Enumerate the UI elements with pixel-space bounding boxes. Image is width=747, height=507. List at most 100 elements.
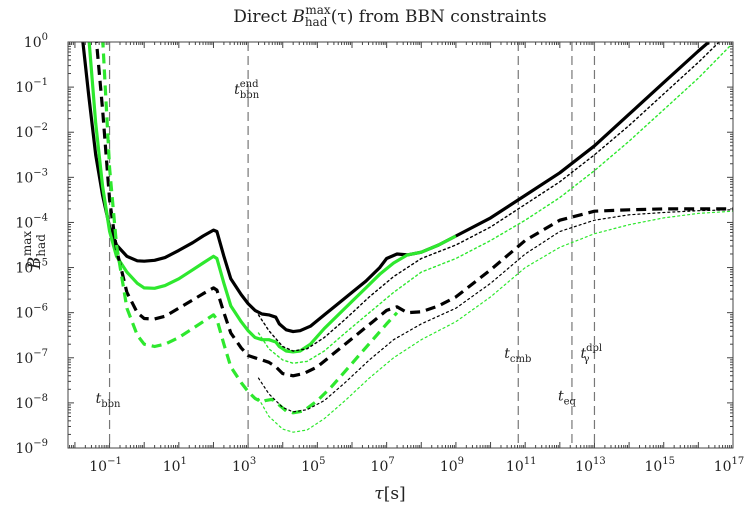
x-tick-label-exponent: 17 — [732, 456, 745, 467]
title-sub: had — [305, 15, 328, 29]
y-axis-label-sub: had — [34, 234, 48, 257]
y-tick-label-base: 10 — [15, 215, 33, 231]
vline-label-sub: eq — [564, 397, 577, 408]
x-tick-label-base: 10 — [301, 459, 319, 475]
y-tick-label: 10−3 — [15, 167, 48, 186]
x-tick-label: 107 — [371, 456, 395, 475]
y-tick-label-base: 10 — [15, 125, 33, 141]
vline-label-sup: dpl — [586, 343, 602, 354]
vline-label-sub: bbn — [101, 399, 121, 410]
y-tick-label: 10−2 — [15, 122, 48, 141]
vline-label-1: tend bbn — [234, 79, 260, 101]
y-tick-label-exponent: −4 — [33, 212, 48, 223]
x-tick-label-exponent: 7 — [388, 456, 394, 467]
y-tick-label: 10−4 — [15, 212, 48, 231]
y-tick-label-base: 10 — [24, 35, 42, 51]
y-tick-label-base: 10 — [15, 170, 33, 186]
x-tick-label-base: 10 — [506, 459, 524, 475]
y-tick-label-exponent: −5 — [33, 258, 48, 269]
x-tick-label: 1015 — [644, 456, 675, 475]
y-tick-label: 10−9 — [15, 438, 48, 457]
series-line-4 — [257, 42, 720, 352]
x-tick-label-exponent: 1 — [181, 456, 187, 467]
y-tick-label: 10−1 — [15, 77, 48, 96]
plot-area: 10−1 101 103 105 107 109 1011 1013 1015 101710010… — [15, 32, 744, 475]
vline-label-sub: cmb — [510, 354, 531, 365]
y-axis-label-b: B — [25, 257, 45, 271]
y-tick-label-exponent: −3 — [33, 167, 48, 178]
x-tick-label-base: 10 — [163, 459, 181, 475]
y-tick-label-base: 10 — [15, 80, 33, 96]
y-tick-label: 100 — [24, 32, 48, 51]
x-tick-label-exponent: 11 — [524, 456, 537, 467]
series-line-5 — [257, 45, 731, 364]
x-tick-label: 1011 — [506, 456, 537, 475]
x-tick-label: 109 — [440, 456, 464, 475]
series-group — [81, 42, 733, 433]
series-line-2 — [94, 42, 733, 378]
x-tick-label-exponent: 3 — [250, 456, 256, 467]
x-tick-label-base: 10 — [575, 459, 593, 475]
x-axis-label-unit: [s] — [384, 484, 406, 504]
y-tick-label-base: 10 — [15, 351, 33, 367]
x-tick-label-exponent: 15 — [662, 456, 675, 467]
x-tick-label: 10−1 — [89, 456, 122, 475]
vline-label-sup: end — [240, 79, 259, 90]
y-tick-label: 10−5 — [15, 258, 48, 277]
y-axis-label: Bhadmax — [20, 231, 48, 271]
y-tick-label: 10−6 — [15, 303, 48, 322]
title-prefix: Direct — [233, 7, 292, 27]
x-tick-label-exponent: −1 — [107, 456, 122, 467]
y-tick-label-exponent: −1 — [33, 77, 48, 88]
y-tick-label: 10−7 — [15, 348, 48, 367]
y-axis-label-sup: max — [20, 231, 34, 257]
series-line-1 — [87, 42, 457, 354]
series-line-7 — [257, 210, 733, 433]
title-suffix: (τ) from BBN constraints — [331, 7, 547, 27]
x-tick-label: 1017 — [714, 456, 745, 475]
series-line-6 — [257, 209, 733, 413]
vline-label-0: tbbn — [96, 391, 121, 410]
x-tick-label-base: 10 — [89, 459, 107, 475]
vline-label-3: teq — [558, 389, 577, 408]
x-tick-label: 1013 — [575, 456, 606, 475]
y-tick-label: 10−8 — [15, 393, 48, 412]
x-tick-label-base: 10 — [440, 459, 458, 475]
x-tick-label: 103 — [232, 456, 256, 475]
vline-label-sub: bbn — [240, 90, 260, 101]
y-tick-label-exponent: −2 — [33, 122, 48, 133]
plot-frame — [67, 41, 734, 449]
x-tick-label-base: 10 — [714, 459, 732, 475]
vline-label-4: tdpl γ — [580, 343, 602, 365]
x-tick-label: 101 — [163, 456, 187, 475]
chart-title: Direct Bhadmax(τ) from BBN constraints — [233, 3, 546, 29]
tick-marks — [68, 41, 734, 449]
vline-label-main: t — [234, 82, 240, 98]
title-sup: max — [305, 3, 331, 17]
x-tick-label-exponent: 9 — [458, 456, 464, 467]
vline-label-main: t — [580, 346, 586, 362]
y-tick-label-base: 10 — [15, 396, 33, 412]
x-tick-label-base: 10 — [371, 459, 389, 475]
x-axis-label: τ[s] — [374, 484, 405, 504]
y-tick-label-base: 10 — [15, 441, 33, 457]
x-tick-label: 105 — [301, 456, 325, 475]
x-tick-label-base: 10 — [232, 459, 250, 475]
y-tick-label-exponent: −9 — [33, 438, 48, 449]
y-tick-label-exponent: −8 — [33, 393, 48, 404]
x-tick-label-exponent: 5 — [319, 456, 325, 467]
y-tick-label-base: 10 — [15, 261, 33, 277]
series-line-0 — [81, 42, 710, 334]
y-tick-label-exponent: −6 — [33, 303, 48, 314]
vline-label-main: t — [504, 346, 510, 362]
title-b: B — [291, 7, 305, 27]
y-tick-label-exponent: 0 — [42, 32, 48, 43]
vline-label-main: t — [558, 389, 564, 405]
vline-label-2: tcmb — [504, 346, 531, 365]
y-tick-label-exponent: −7 — [33, 348, 48, 359]
vline-label-sub: γ — [584, 354, 590, 365]
x-axis-label-main: τ — [374, 484, 384, 504]
y-tick-label-base: 10 — [15, 306, 33, 322]
vline-label-main: t — [96, 391, 102, 407]
